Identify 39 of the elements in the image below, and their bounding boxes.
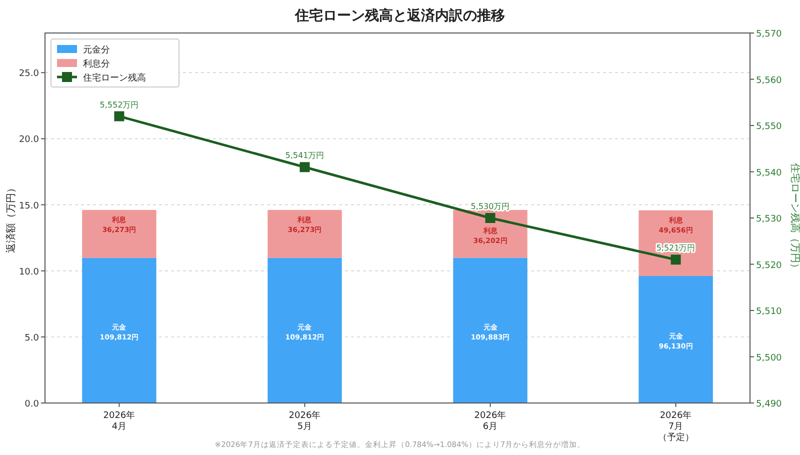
bar	[82, 210, 156, 258]
point	[485, 213, 496, 223]
y-tick-label: 0.0	[24, 400, 40, 410]
data-label: 5,541万円	[285, 151, 324, 160]
data-label: 5,552万円	[100, 100, 139, 110]
y2-tick-label: 5,490	[756, 400, 782, 410]
x-tick-label: 2026年5月	[288, 410, 321, 432]
legend-label: 元金分	[83, 44, 110, 56]
y2-tick-label: 5,530	[756, 214, 782, 224]
y-axis-title: 返済額（万円）	[5, 183, 17, 253]
y2-tick-label: 5,550	[756, 122, 782, 132]
x-tick-label: 2026年4月	[103, 410, 136, 432]
y2-tick-label: 5,540	[756, 168, 782, 178]
y-tick-label: 20.0	[18, 135, 40, 146]
bar	[453, 210, 528, 258]
y2-tick-label: 5,510	[756, 307, 782, 317]
legend-label: 住宅ローン残高	[83, 72, 146, 84]
y-tick-label: 10.0	[18, 267, 40, 278]
data-label: 5,521万円	[656, 244, 696, 253]
y-tick-label: 15.0	[18, 201, 40, 212]
chart-title: 住宅ローン残高と返済内訳の推移	[294, 7, 505, 24]
x-tick-label: 2026年6月	[474, 410, 506, 432]
bar	[638, 276, 713, 403]
bar	[82, 258, 156, 403]
y2-tick-label: 5,560	[756, 76, 782, 86]
data-label: 5,530万円	[470, 202, 510, 211]
y-tick-label: 25.0	[18, 69, 40, 80]
bar	[268, 258, 342, 403]
point	[300, 162, 310, 172]
point	[114, 111, 124, 122]
y-tick-label: 5.0	[24, 333, 40, 344]
bar	[453, 258, 528, 403]
point	[670, 254, 681, 265]
y2-tick-label: 5,520	[756, 260, 782, 271]
legend-label: 利息分	[83, 58, 110, 70]
x-tick-label: 2026年7月（予定）	[658, 410, 694, 443]
y2-tick-label: 5,570	[756, 30, 782, 40]
y2-tick-label: 5,500	[756, 353, 782, 364]
bar	[268, 210, 342, 258]
